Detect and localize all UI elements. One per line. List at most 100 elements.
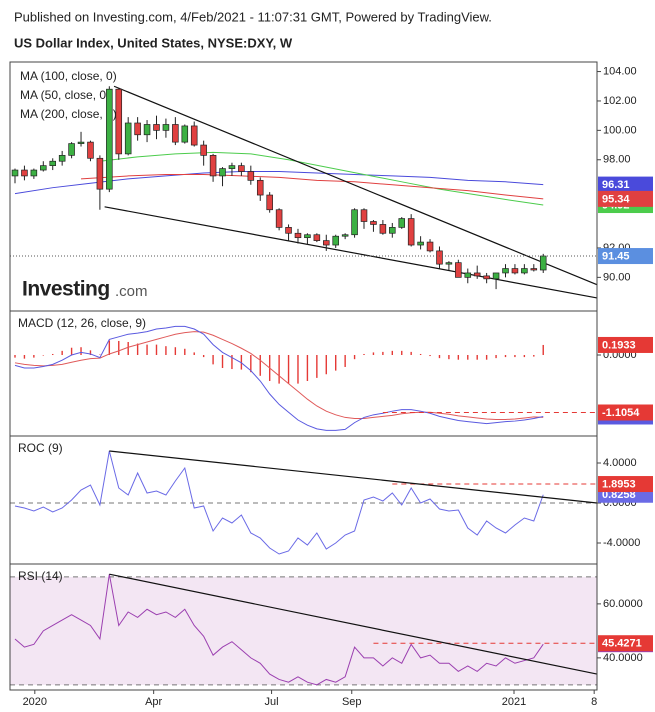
candle-body bbox=[360, 209, 368, 222]
candle-body bbox=[153, 124, 160, 131]
candle-body bbox=[323, 240, 330, 246]
candle-body bbox=[115, 88, 123, 155]
candle-body bbox=[106, 88, 113, 190]
candle-body bbox=[228, 165, 236, 169]
candle-body bbox=[492, 272, 500, 280]
candle-body bbox=[379, 224, 387, 234]
candle-body bbox=[313, 234, 321, 241]
candle-body bbox=[266, 194, 273, 211]
candle-body bbox=[30, 169, 38, 177]
plot-frame bbox=[9, 61, 598, 691]
macd-line bbox=[14, 325, 544, 431]
indicator-line bbox=[14, 450, 544, 555]
candle-body bbox=[275, 209, 283, 228]
x-tick-label: 2020 bbox=[23, 696, 47, 708]
candle-body bbox=[464, 272, 472, 278]
y-tick-label: 104.00 bbox=[603, 65, 637, 77]
y-tick-label: 102.00 bbox=[603, 95, 637, 107]
x-tick-label: 8 bbox=[591, 696, 597, 708]
candle-body bbox=[68, 143, 75, 156]
moving-average bbox=[80, 173, 544, 200]
candle-body bbox=[502, 268, 509, 274]
y-tick-label: 40.0000 bbox=[603, 652, 643, 664]
logo-suffix: .com bbox=[115, 283, 148, 300]
x-tick-label: Jul bbox=[265, 696, 279, 708]
panel-title: MACD (12, 26, close, 9) bbox=[18, 316, 146, 330]
candle-body bbox=[247, 171, 255, 181]
candle-body bbox=[256, 179, 264, 196]
value-box-label: 45.4271 bbox=[602, 638, 642, 650]
candle-body bbox=[219, 168, 226, 177]
candle-body bbox=[332, 235, 339, 246]
candle-body bbox=[40, 165, 47, 171]
candle-body bbox=[87, 141, 94, 159]
indicator-line bbox=[14, 574, 544, 686]
published-note: Published on Investing.com, 4/Feb/2021 -… bbox=[14, 9, 492, 24]
legend-entry: MA (200, close, 0) bbox=[20, 107, 117, 121]
moving-average bbox=[99, 151, 544, 206]
y-tick-label: -4.0000 bbox=[603, 537, 640, 549]
candle-body bbox=[285, 227, 292, 234]
candle-body bbox=[370, 221, 377, 225]
value-box bbox=[598, 176, 653, 193]
legend-entry: MA (100, close, 0) bbox=[20, 69, 117, 83]
candle-body bbox=[58, 154, 66, 162]
y-tick-label: 98.00 bbox=[603, 154, 631, 166]
candle-body bbox=[351, 209, 358, 236]
candle-body bbox=[426, 241, 434, 252]
value-box bbox=[598, 190, 653, 207]
y-tick-label: 4.0000 bbox=[603, 457, 637, 469]
rsi-band bbox=[10, 576, 597, 685]
candle-body bbox=[181, 125, 189, 143]
candle-body bbox=[162, 124, 170, 131]
trendline bbox=[104, 206, 598, 299]
candle-body bbox=[445, 262, 453, 265]
value-box-label: 91.45 bbox=[602, 250, 630, 262]
trendline bbox=[113, 85, 598, 286]
candle-body bbox=[530, 268, 538, 271]
value-box-label: -1.1054 bbox=[602, 407, 640, 419]
candle-body bbox=[294, 232, 302, 239]
candle-body bbox=[389, 227, 396, 234]
candle-body bbox=[134, 122, 141, 136]
y-tick-label: 90.00 bbox=[603, 271, 631, 283]
legend-entry: MA (50, close, 0) bbox=[20, 88, 110, 102]
chart-title: US Dollar Index, United States, NYSE:DXY… bbox=[14, 35, 293, 50]
candle-body bbox=[511, 268, 519, 274]
candle-body bbox=[483, 275, 490, 280]
candle-body bbox=[398, 218, 406, 228]
candle-body bbox=[407, 218, 415, 246]
candle-body bbox=[21, 169, 28, 177]
value-box bbox=[598, 635, 653, 652]
candle-body bbox=[172, 124, 179, 143]
candle-body bbox=[96, 157, 104, 190]
candle-body bbox=[304, 234, 311, 239]
candle-body bbox=[200, 144, 207, 156]
candle-body bbox=[49, 160, 57, 166]
value-box-label: 1.8953 bbox=[602, 478, 636, 490]
value-box bbox=[598, 404, 653, 421]
value-box bbox=[598, 476, 653, 493]
x-tick-label: Apr bbox=[145, 696, 162, 708]
candle-body bbox=[417, 241, 424, 246]
value-box-label: 0.8258 bbox=[602, 489, 636, 501]
candle-body bbox=[209, 154, 217, 177]
candle-body bbox=[11, 169, 19, 177]
value-boxes: 96.3194.9295.3491.450.1933-1.1821-1.1054… bbox=[598, 176, 653, 653]
value-box-label: 95.34 bbox=[602, 193, 630, 205]
signal-line bbox=[14, 331, 544, 421]
y-tick-label: 100.00 bbox=[603, 124, 637, 136]
candle-body bbox=[190, 125, 198, 146]
value-box-label: 0.1933 bbox=[602, 339, 636, 351]
y-tick-label: 60.0000 bbox=[603, 598, 643, 610]
candle-body bbox=[539, 255, 547, 271]
logo-name: Investing bbox=[22, 278, 110, 301]
candle-body bbox=[77, 141, 85, 144]
x-tick-label: Sep bbox=[342, 696, 362, 708]
candle-body bbox=[455, 262, 462, 278]
trendline bbox=[109, 573, 598, 675]
candle-body bbox=[238, 165, 245, 172]
panel-title: RSI (14) bbox=[18, 569, 63, 583]
